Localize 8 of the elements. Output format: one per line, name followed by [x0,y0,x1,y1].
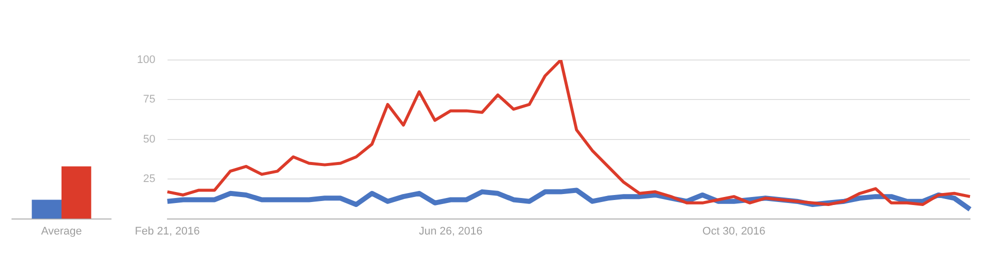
x-tick-label: Jun 26, 2016 [418,225,482,238]
x-tick-label: Oct 30, 2016 [702,225,766,238]
x-tick-label: Average [41,225,82,238]
x-tick-label: Feb 21, 2016 [134,225,200,238]
y-tick-label: 100 [136,54,156,66]
y-tick-label: 50 [143,133,156,146]
y-tick-label: 25 [143,173,156,186]
y-tick-label: 75 [143,94,156,106]
